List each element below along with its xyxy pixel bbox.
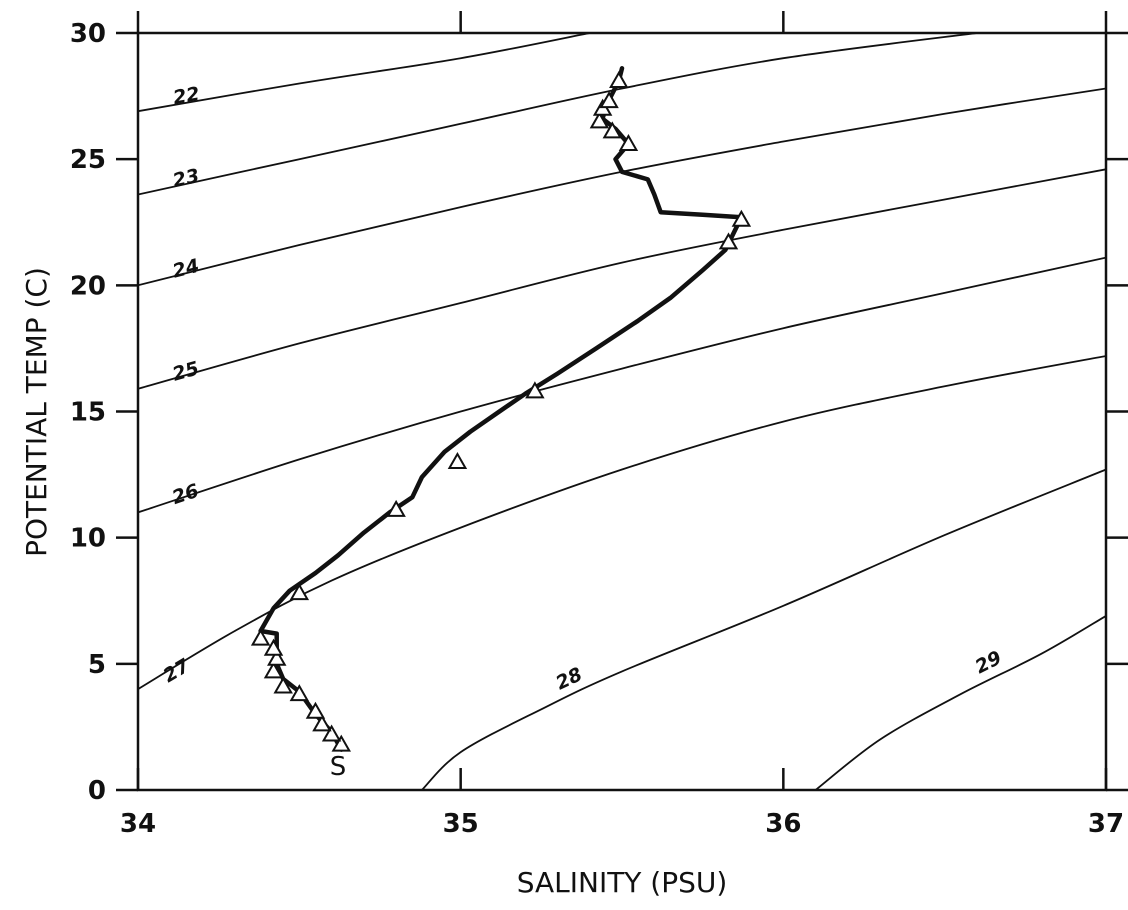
x-tick-label: 37 [1088,809,1124,839]
isopycnal-line-26 [138,256,1106,514]
y-tick-label: 20 [70,271,106,301]
bottle-sample-marker [618,134,639,152]
bottle-sample-marker [731,209,752,227]
bottle-sample-marker [289,583,310,601]
bottle-sample-marker [386,499,406,517]
y-tick-label: 5 [88,650,106,680]
bottle-sample-marker [609,70,629,88]
isopycnal-label-25: 25 [170,357,201,385]
x-tick-label: 36 [765,809,801,839]
x-tick-label: 34 [120,809,156,839]
bottle-sample-marker [718,232,739,250]
y-tick-label: 0 [88,776,106,806]
start-annotation: S [330,752,347,782]
bottle-sample-marker [331,734,352,752]
y-tick-label: 15 [70,398,106,428]
bottle-sample-marker [321,724,342,742]
x-axis-title: SALINITY (PSU) [517,866,728,899]
tick-layer: 34 35 36 37 0 5 10 15 20 25 30 [70,11,1128,839]
bottle-sample-marker [289,684,310,702]
bottle-sample-marker [263,638,284,656]
x-tick-label: 35 [443,809,479,839]
profile-layer [258,66,744,752]
isopycnal-line-25 [138,168,1106,390]
isopycnal-label-24: 24 [170,255,201,283]
bottle-sample-marker [305,701,326,719]
y-tick-label: 10 [70,524,106,554]
bottle-sample-marker [312,714,332,732]
bottle-sample-marker [589,111,610,129]
isopycnal-label-27: 27 [160,654,195,687]
ts-profile-line [258,66,744,752]
bottle-sample-marker [250,628,271,646]
isopycnal-line-23 [138,33,978,196]
marker-layer [250,70,752,752]
isopycnal-line-28 [421,468,1106,790]
bottle-sample-marker [447,451,468,469]
isopycnal-label-26: 26 [169,480,201,509]
isopycnal-label-23: 23 [171,165,202,192]
bottle-sample-marker [273,676,293,694]
y-tick-label: 25 [70,145,106,175]
isopycnal-label-22: 22 [171,83,201,109]
y-tick-label: 30 [70,19,106,49]
bottle-sample-marker [525,381,545,399]
isopycnal-line-27 [138,355,1106,690]
isopycnal-line-24 [138,87,1106,287]
isopycnal-line-22 [138,33,590,113]
bottle-sample-marker [263,661,284,679]
isopycnal-line-29 [815,615,1106,790]
y-axis-title: POTENTIAL TEMP (C) [20,267,53,557]
annotation-layer: S [330,752,347,782]
bottle-sample-marker [599,91,619,109]
isopycnal-layer [138,33,1106,790]
bottle-sample-marker [267,648,287,666]
bottle-sample-marker [602,121,623,139]
